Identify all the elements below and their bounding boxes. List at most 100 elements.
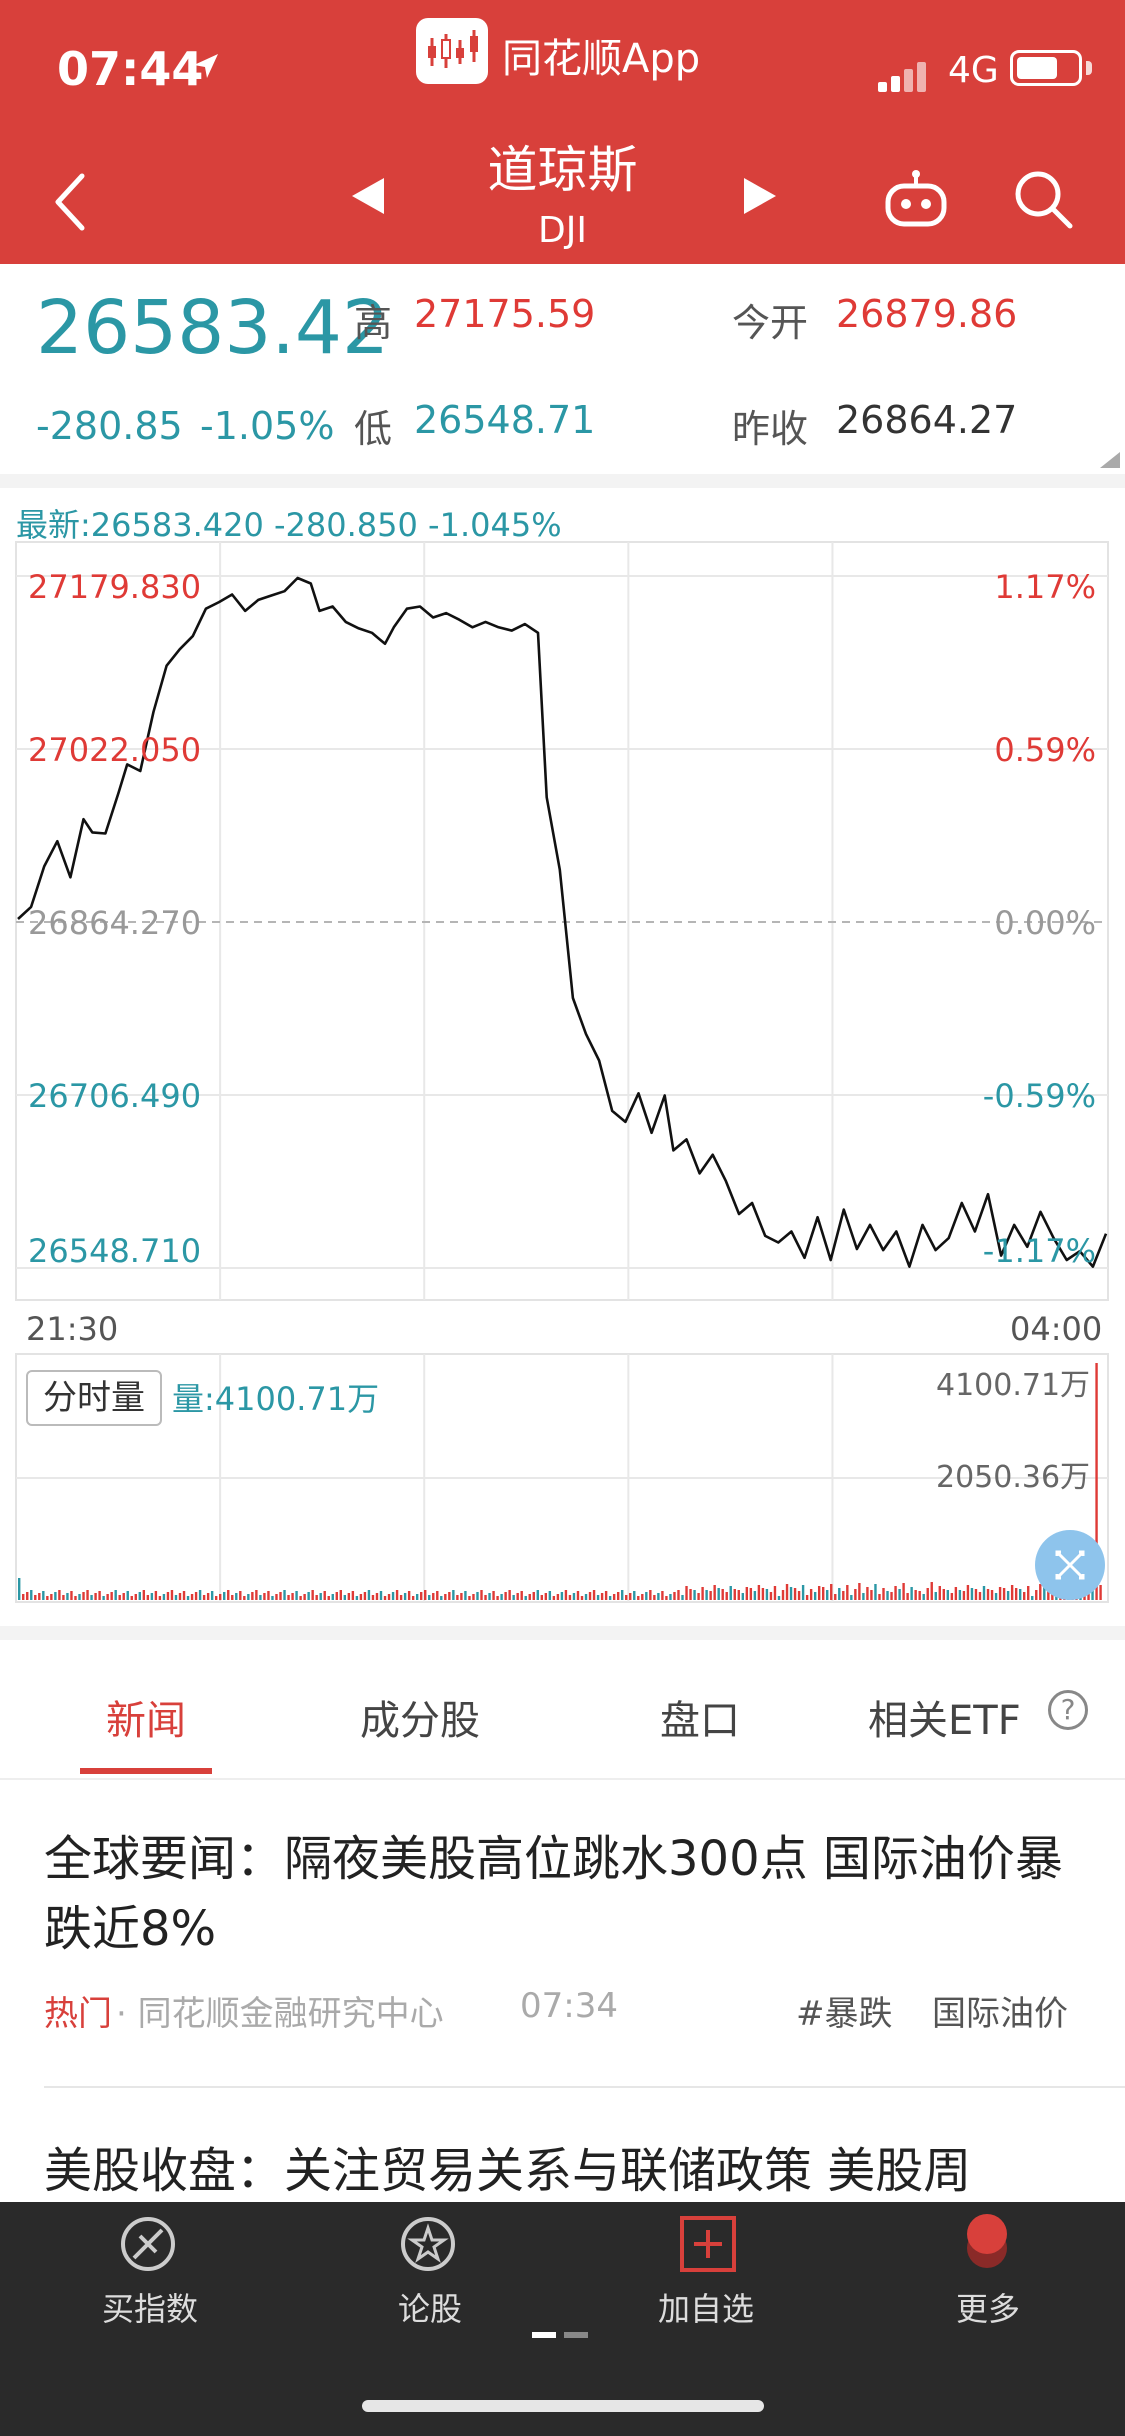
volume-bar <box>608 1596 612 1600</box>
volume-bar <box>705 1590 708 1600</box>
volume-bar <box>625 1595 628 1600</box>
robot-icon[interactable] <box>884 168 948 230</box>
volume-bar <box>797 1591 801 1600</box>
volume-bar <box>42 1591 45 1600</box>
buy-index-button[interactable]: 买指数 <box>101 2290 198 2328</box>
star-circle-icon[interactable] <box>398 2214 458 2274</box>
compass-icon[interactable] <box>118 2214 178 2274</box>
volume-bar <box>251 1592 254 1600</box>
quote-panel <box>0 264 1125 474</box>
volume-bar <box>126 1591 129 1600</box>
volume-bar <box>962 1591 966 1600</box>
add-box-icon[interactable] <box>678 2214 738 2274</box>
volume-bar <box>741 1593 744 1600</box>
volume-bar <box>259 1595 262 1600</box>
home-indicator <box>362 2400 764 2412</box>
help-icon[interactable]: ? <box>1048 1690 1088 1730</box>
volume-bar <box>701 1587 704 1600</box>
y-tick-label-right: 0.00% <box>994 904 1096 942</box>
discuss-button[interactable]: 论股 <box>397 2290 462 2328</box>
volume-bar <box>90 1595 93 1600</box>
volume-bar <box>793 1588 797 1600</box>
tab-order-book[interactable]: 盘口 <box>660 1698 740 1744</box>
volume-bar <box>890 1592 893 1600</box>
volume-bar <box>411 1596 415 1600</box>
volume-bar <box>335 1592 338 1600</box>
volume-bar <box>994 1593 998 1600</box>
volume-bar <box>484 1595 487 1600</box>
volume-bar <box>616 1592 620 1600</box>
volume-bar <box>22 1594 25 1600</box>
volume-bar <box>757 1585 761 1600</box>
volume-bar <box>178 1593 182 1600</box>
volume-bar <box>62 1595 65 1600</box>
volume-bar <box>420 1592 423 1600</box>
volume-bar <box>1099 1585 1102 1600</box>
volume-bar <box>415 1594 419 1600</box>
volume-bar <box>118 1595 121 1600</box>
volume-bar <box>432 1593 435 1600</box>
y-tick-label-right: -0.59% <box>983 1077 1096 1115</box>
tab-news[interactable]: 新闻 <box>106 1698 186 1744</box>
volume-bar <box>677 1590 680 1600</box>
index-code: DJI <box>538 210 587 251</box>
back-icon[interactable] <box>50 170 90 234</box>
volume-bar <box>612 1594 616 1600</box>
volume-bar <box>866 1587 869 1600</box>
volume-bar <box>448 1592 451 1600</box>
volume-bar <box>1043 1587 1046 1600</box>
volume-bar <box>347 1593 351 1600</box>
volume-bar <box>729 1586 732 1600</box>
volume-bar <box>572 1593 576 1600</box>
volume-bar <box>637 1596 640 1600</box>
volume-bar <box>114 1590 117 1600</box>
volume-bar <box>311 1590 314 1600</box>
more-button[interactable]: 更多 <box>955 2290 1020 2328</box>
volume-bar <box>436 1591 439 1600</box>
volume-bar <box>765 1589 769 1600</box>
volume-bar <box>685 1586 688 1600</box>
volume-bar <box>986 1589 990 1600</box>
news-topic[interactable]: 国际油价 <box>932 1994 1068 2034</box>
expand-icon <box>1055 1550 1085 1580</box>
volume-bar <box>50 1594 53 1600</box>
fullscreen-button[interactable] <box>1035 1530 1105 1600</box>
search-icon[interactable] <box>1012 168 1074 230</box>
section-divider <box>0 474 1125 488</box>
volume-bar <box>46 1596 49 1600</box>
volume-bar <box>70 1591 73 1600</box>
tab-related-etf[interactable]: 相关ETF <box>868 1698 1021 1744</box>
volume-bar <box>146 1595 150 1600</box>
volume-bar <box>733 1589 736 1600</box>
volume-bar <box>669 1594 672 1600</box>
volume-bar <box>681 1595 684 1600</box>
volume-bar <box>592 1590 596 1600</box>
volume-bar <box>813 1592 817 1600</box>
volume-bar <box>1087 1594 1090 1600</box>
volume-bar <box>830 1584 833 1600</box>
volume-bar <box>327 1596 330 1600</box>
news-headline[interactable]: 全球要闻：隔夜美股高位跳水300点 国际油价暴跌近8% <box>44 1831 1063 1957</box>
volume-bar <box>1014 1588 1018 1600</box>
volume-bar <box>870 1590 873 1600</box>
add-watchlist-button[interactable]: 加自选 <box>657 2290 754 2328</box>
volume-bar <box>271 1596 274 1600</box>
volume-bar <box>367 1590 371 1600</box>
volume-bar <box>854 1589 857 1600</box>
volume-bar <box>235 1593 238 1600</box>
news-topic[interactable]: #暴跌 <box>796 1994 893 2034</box>
prev-index-icon[interactable] <box>350 176 386 216</box>
more-icon[interactable] <box>962 2212 1012 2274</box>
news-headline[interactable]: 美股收盘：关注贸易关系与联储政策 美股周 <box>44 2143 972 2199</box>
y-tick-label-left: 26548.710 <box>28 1232 201 1270</box>
volume-bar <box>532 1592 535 1600</box>
volume-bar <box>1018 1589 1022 1600</box>
volume-mode-chip[interactable]: 分时量 <box>26 1370 162 1426</box>
low-label: 低 <box>354 407 393 451</box>
next-index-icon[interactable] <box>742 176 778 216</box>
intraday-price-chart[interactable]: 27179.830 27022.050 26864.270 26706.490 2654… <box>0 530 1125 1310</box>
tab-components[interactable]: 成分股 <box>360 1698 480 1744</box>
volume-bar <box>773 1586 777 1600</box>
volume-bar <box>661 1591 664 1600</box>
expand-corner-icon[interactable] <box>1100 452 1120 468</box>
